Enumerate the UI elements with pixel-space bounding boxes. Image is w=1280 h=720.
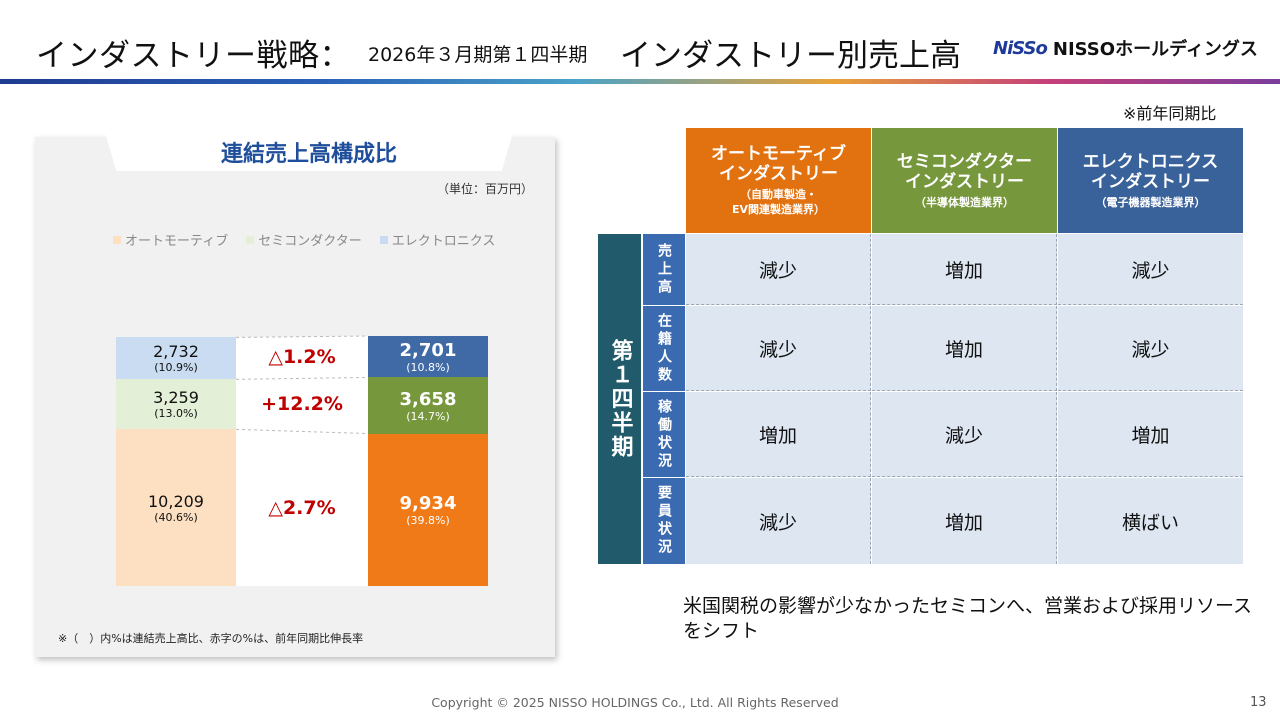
page-title-topic: インダストリー別売上高: [620, 38, 961, 74]
data-label-share: (10.9%): [154, 361, 198, 375]
table-cell: 増加: [686, 392, 871, 477]
table-cell: 減少: [872, 392, 1057, 477]
table-cell: 横ばい: [1058, 478, 1243, 564]
company-logo: NiSSo NISSOホールディングス: [993, 35, 1258, 61]
table-cell: 増加: [1058, 392, 1243, 477]
legend-item-semiconductor: セミコンダクター: [246, 230, 362, 249]
legend-item-electronics: エレクトロニクス: [379, 230, 496, 249]
column-header-electronics: エレクトロニクス インダストリー （電子機器製造業界）: [1058, 128, 1243, 233]
panel-title-tab: [104, 129, 514, 171]
column-title: エレクトロニクス インダストリー: [1082, 151, 1219, 192]
bar-segment-semiconductor-curr: 3,658 (14.7%): [368, 377, 488, 434]
header-divider: [0, 79, 1280, 84]
table-cell: 減少: [1058, 306, 1243, 391]
chart-legend: オートモーティブ セミコンダクター エレクトロニクス: [113, 230, 495, 249]
column-title: セミコンダクター インダストリー: [896, 151, 1033, 192]
column-subtitle: （自動車製造・ EV関連製造業界）: [731, 188, 826, 216]
logo-text: NISSOホールディングス: [1052, 39, 1258, 60]
table-cell: 増加: [872, 234, 1057, 305]
data-label-value: 9,934: [399, 492, 457, 514]
data-label-share: (14.7%): [406, 409, 450, 423]
change-label-automotive: △2.7%: [268, 496, 336, 519]
data-label-value: 2,732: [153, 342, 199, 362]
change-label-electronics: △1.2%: [268, 345, 336, 368]
column-subtitle: （電子機器製造業界）: [1095, 195, 1206, 209]
column-subtitle: （半導体製造業界）: [915, 195, 1014, 209]
page-subtitle-period: 2026年３月期第１四半期: [368, 44, 588, 66]
table-cell: 増加: [872, 478, 1057, 564]
column-header-semiconductor: セミコンダクター インダストリー （半導体製造業界）: [872, 128, 1057, 233]
legend-swatch-automotive: [113, 235, 121, 244]
row-label: 売上高: [643, 234, 685, 305]
row-label: 要員状況: [643, 478, 685, 564]
bar-segment-electronics-prev: 2,732 (10.9%): [116, 337, 236, 380]
legend-label: オートモーティブ: [125, 234, 229, 249]
panel-title: 連結売上高構成比: [220, 142, 397, 167]
data-label-share: (10.8%): [406, 360, 450, 374]
legend-swatch-electronics: [379, 235, 388, 244]
change-label-semiconductor: +12.2%: [261, 392, 343, 415]
row-label: 稼働状況: [643, 392, 685, 477]
data-label-share: (13.0%): [154, 407, 198, 421]
copyright: Copyright © 2025 NISSO HOLDINGS Co., Ltd…: [431, 695, 839, 710]
summary-text: 米国関税の影響が少なかったセミコンへ、営業および採用リソースをシフト: [683, 595, 1253, 642]
bar-segment-automotive-prev: 10,209 (40.6%): [116, 429, 236, 586]
data-label-value: 3,259: [153, 388, 199, 408]
legend-label: セミコンダクター: [258, 234, 362, 249]
row-label: 在籍人数: [643, 306, 685, 391]
data-label-share: (39.8%): [406, 513, 450, 527]
column-title: オートモーティブ インダストリー: [711, 144, 846, 184]
comparison-note: ※前年同期比: [1123, 104, 1217, 123]
legend-swatch-semiconductor: [246, 235, 255, 244]
unit-label: （単位：百万円）: [437, 182, 534, 196]
column-header-automotive: オートモーティブ インダストリー （自動車製造・ EV関連製造業界）: [686, 128, 871, 233]
table-cell: 増加: [872, 306, 1057, 391]
data-label-value: 2,701: [399, 339, 457, 361]
table-cell: 減少: [686, 306, 871, 391]
legend-label: エレクトロニクス: [391, 234, 496, 249]
table-cell: 減少: [1058, 234, 1243, 305]
bar-segment-automotive-curr: 9,934 (39.8%): [368, 433, 488, 586]
data-label-value: 10,209: [148, 491, 204, 511]
legend-item-automotive: オートモーティブ: [113, 230, 228, 249]
bar-segment-electronics-curr: 2,701 (10.8%): [368, 336, 488, 378]
bar-segment-semiconductor-prev: 3,259 (13.0%): [116, 379, 236, 430]
panel-footnote: ※（ ）内%は連結売上高比、赤字の%は、前年同期比伸長率: [58, 632, 364, 645]
data-label-share: (40.6%): [154, 510, 198, 524]
row-group-label: 第１四半期: [598, 234, 641, 564]
table-cell: 減少: [686, 234, 871, 305]
data-label-value: 3,658: [399, 388, 457, 410]
page-number: 13: [1250, 695, 1267, 710]
table-cell: 減少: [686, 478, 871, 564]
logo-mark: NiSSo: [993, 37, 1048, 59]
page-title: インダストリー戦略：: [36, 38, 351, 74]
